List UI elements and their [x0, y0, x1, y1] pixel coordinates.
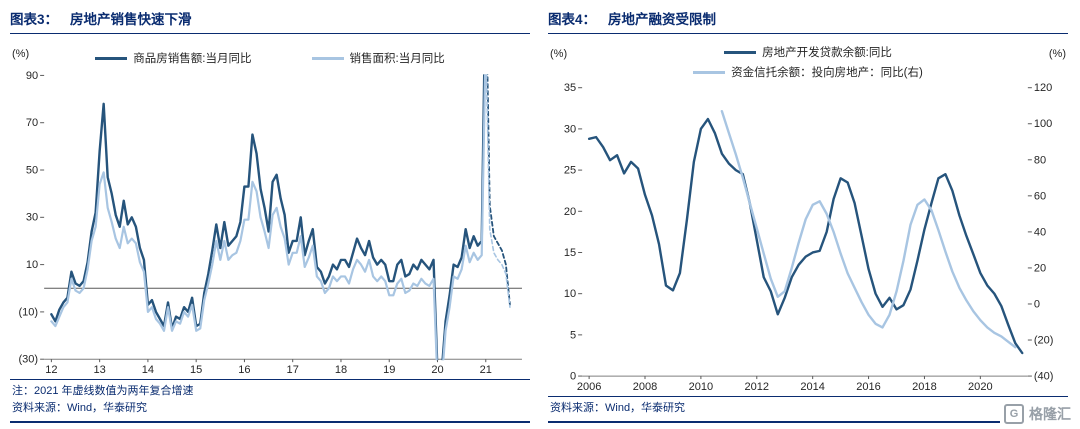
legend-label: 商品房销售额:当月同比 [133, 53, 252, 65]
legend-label: 资金信托余额：投向房地产：同比(右) [731, 67, 923, 79]
svg-text:5: 5 [570, 329, 576, 341]
svg-text:15: 15 [564, 247, 576, 259]
y-axis-unit-right: (%) [1048, 48, 1066, 60]
figure-3-note: 注：2021 年虚线数值为两年复合增速 [12, 384, 194, 397]
svg-text:10: 10 [564, 288, 576, 300]
svg-text:80: 80 [1034, 154, 1046, 166]
legend-swatch-light [693, 70, 726, 74]
figure-3-source: 资料来源：Wind，华泰研究 [12, 401, 148, 414]
svg-text:(30): (30) [18, 354, 38, 366]
svg-text:0: 0 [570, 371, 576, 383]
legend-item-dev-loans: 房地产开发贷款余额:同比 [724, 44, 892, 60]
figure-4-source: 资料来源：Wind，华泰研究 [550, 401, 686, 414]
svg-text:20: 20 [1034, 262, 1046, 274]
svg-text:35: 35 [564, 82, 576, 94]
figure-4-legend-row-2: 资金信托余额：投向房地产：同比(右) [548, 64, 1068, 80]
figure-3-panel: 图表3： 房地产销售快速下滑 (%) 商品房销售额:当月同比 销售面积:当月同比… [10, 6, 530, 423]
svg-text:2016: 2016 [856, 381, 881, 393]
svg-text:21: 21 [480, 364, 492, 376]
svg-text:(10): (10) [18, 306, 38, 318]
y-axis-unit-left: (%) [550, 48, 568, 60]
legend-swatch-dark [724, 50, 757, 54]
svg-text:2006: 2006 [577, 381, 602, 393]
figure-4-plot: 35 30 25 20 15 10 5 0 120 100 80 60 40 20 0 (20) (40) 200… [564, 82, 1054, 393]
svg-text:2012: 2012 [745, 381, 770, 393]
svg-text:18: 18 [335, 364, 347, 376]
figure-3-title: 房地产销售快速下滑 [70, 12, 192, 27]
svg-text:2014: 2014 [800, 381, 825, 393]
figure-4-footer: 资料来源：Wind，华泰研究 [548, 395, 1068, 423]
svg-text:16: 16 [238, 364, 250, 376]
svg-text:20: 20 [431, 364, 443, 376]
svg-text:60: 60 [1034, 190, 1046, 202]
figure-4-title: 房地产融资受限制 [608, 12, 717, 27]
svg-text:25: 25 [564, 165, 576, 177]
figure-3-title-row: 图表3： 房地产销售快速下滑 [10, 6, 530, 34]
y-axis-unit-left: (%) [12, 48, 30, 60]
legend-swatch-light [311, 56, 344, 60]
svg-text:(20): (20) [1034, 335, 1054, 347]
gelonghui-logo-icon: G [1004, 404, 1024, 424]
figure-4-chart-area: (%) (%) 房地产开发贷款余额:同比 资金信托余额：投向房地产：同比(右) … [548, 36, 1068, 396]
svg-text:10: 10 [26, 259, 38, 271]
figure-4-label: 图表4： [548, 12, 597, 27]
svg-text:2010: 2010 [689, 381, 714, 393]
svg-text:40: 40 [1034, 226, 1046, 238]
svg-text:12: 12 [45, 364, 57, 376]
svg-text:15: 15 [190, 364, 202, 376]
legend-item-sales-area: 销售面积:当月同比 [311, 50, 445, 66]
legend-item-trust-balance: 资金信托余额：投向房地产：同比(右) [693, 64, 923, 80]
svg-text:17: 17 [287, 364, 299, 376]
legend-label: 销售面积:当月同比 [349, 53, 445, 65]
figure-3-label: 图表3： [10, 12, 59, 27]
figure-4-title-row: 图表4： 房地产融资受限制 [548, 6, 1068, 34]
gelonghui-logo-text: 格隆汇 [1029, 406, 1071, 422]
svg-text:90: 90 [26, 70, 38, 82]
figure-3-legend: 商品房销售额:当月同比 销售面积:当月同比 [10, 50, 530, 66]
svg-text:0: 0 [1034, 298, 1040, 310]
svg-text:2020: 2020 [968, 381, 993, 393]
legend-swatch-dark [95, 56, 128, 60]
svg-text:20: 20 [564, 206, 576, 218]
figure-3-footer: 注：2021 年虚线数值为两年复合增速 资料来源：Wind，华泰研究 [10, 378, 530, 423]
svg-text:100: 100 [1034, 118, 1052, 130]
svg-text:120: 120 [1034, 82, 1052, 94]
svg-text:2018: 2018 [912, 381, 937, 393]
svg-text:(40): (40) [1034, 371, 1054, 383]
svg-text:30: 30 [26, 212, 38, 224]
svg-text:13: 13 [93, 364, 105, 376]
gelonghui-logo: G 格隆汇 [1000, 404, 1071, 424]
svg-text:50: 50 [26, 165, 38, 177]
svg-text:2008: 2008 [633, 381, 658, 393]
figure-3-plot: 90 70 50 30 10 (10) (30) 12 13 14 15 16 17 18 19 20 21 [18, 70, 522, 376]
svg-text:14: 14 [142, 364, 154, 376]
svg-text:19: 19 [383, 364, 395, 376]
svg-text:70: 70 [26, 117, 38, 129]
figure-3-chart-area: (%) 商品房销售额:当月同比 销售面积:当月同比 90 70 50 30 10 (10)… [10, 36, 530, 379]
figure-4-panel: 图表4： 房地产融资受限制 (%) (%) 房地产开发贷款余额:同比 资金信托余… [548, 6, 1068, 423]
figure-4-legend-row-1: 房地产开发贷款余额:同比 [548, 44, 1068, 60]
legend-item-sales-value: 商品房销售额:当月同比 [95, 50, 252, 66]
svg-text:30: 30 [564, 123, 576, 135]
legend-label: 房地产开发贷款余额:同比 [762, 47, 892, 59]
